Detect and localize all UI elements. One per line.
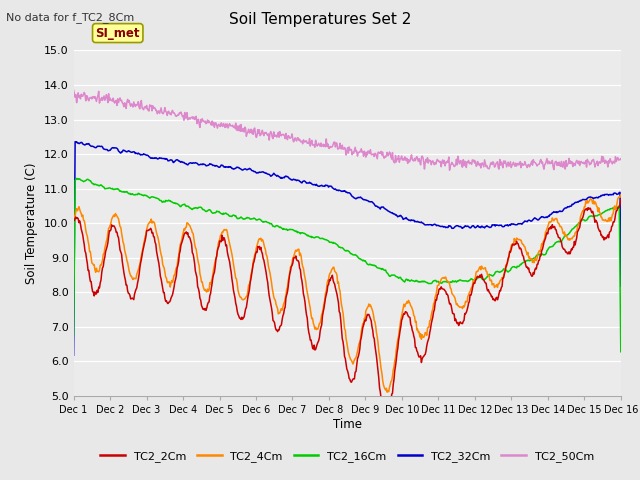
Text: No data for f_TC2_8Cm: No data for f_TC2_8Cm (6, 12, 134, 23)
X-axis label: Time: Time (333, 418, 362, 431)
Y-axis label: Soil Temperature (C): Soil Temperature (C) (26, 162, 38, 284)
Text: SI_met: SI_met (95, 26, 140, 39)
Legend: TC2_2Cm, TC2_4Cm, TC2_16Cm, TC2_32Cm, TC2_50Cm: TC2_2Cm, TC2_4Cm, TC2_16Cm, TC2_32Cm, TC… (96, 446, 598, 466)
Text: Soil Temperatures Set 2: Soil Temperatures Set 2 (229, 12, 411, 27)
